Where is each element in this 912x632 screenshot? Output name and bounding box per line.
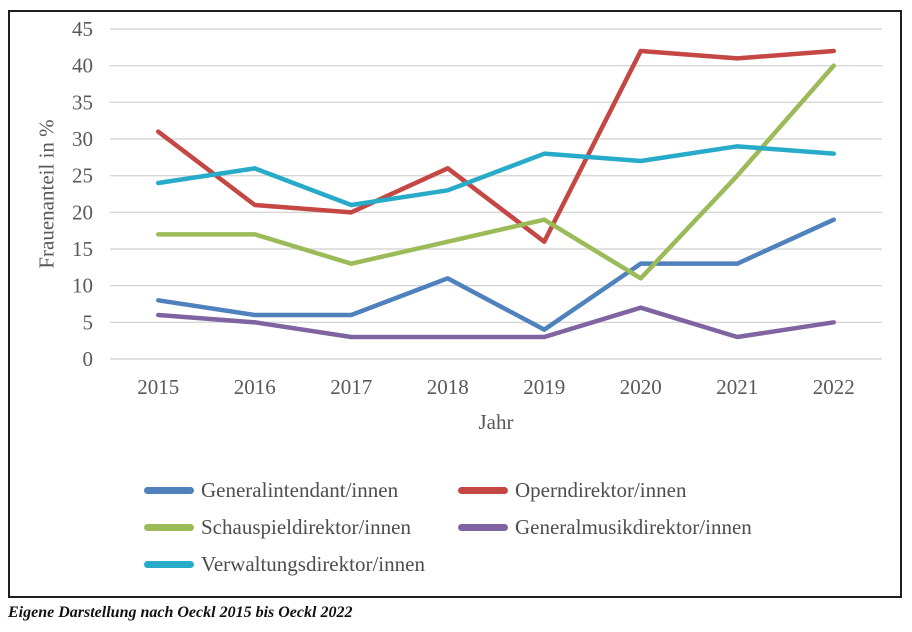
legend-item: Operndirektor/innen [458,477,686,503]
y-tick-label: 10 [72,274,93,298]
legend-swatch [458,486,508,494]
chart-frame [8,10,902,598]
x-tick-label: 2022 [813,375,855,399]
y-axis-title: Frauenanteil in % [34,119,58,268]
y-axis-tick-labels: 45 40 35 30 25 20 15 10 5 0 [72,17,93,371]
x-tick-label: 2015 [137,375,179,399]
x-tick-label: 2016 [234,375,276,399]
y-tick-label: 45 [72,17,93,41]
y-tick-label: 25 [72,164,93,188]
x-axis-tick-labels: 2015 2016 2017 2018 2019 2020 2021 2022 [137,375,855,399]
legend-swatch [144,486,194,494]
x-tick-label: 2017 [330,375,372,399]
x-axis-title: Jahr [479,410,514,434]
series-line-3 [156,305,836,340]
legend-item: Schauspieldirektor/innen [144,514,411,540]
series-line-4 [156,144,836,208]
legend-swatch [458,523,508,531]
y-tick-label: 40 [72,54,93,78]
y-tick-label: 30 [72,127,93,151]
series-line-2 [156,63,836,281]
series-lines [156,48,836,340]
legend-label: Generalintendant/innen [201,477,399,502]
y-tick-label: 5 [83,310,94,334]
x-tick-label: 2020 [620,375,662,399]
legend-label: Operndirektor/innen [515,477,687,502]
legend-item: Generalmusikdirektor/innen [458,514,752,540]
series-line-0 [156,217,836,332]
x-tick-label: 2018 [427,375,469,399]
series-line-1 [156,48,836,244]
x-tick-label: 2021 [716,375,758,399]
x-tick-label: 2019 [523,375,565,399]
legend-item: Verwaltungsdirektor/innen [144,551,425,577]
source-caption: Eigene Darstellung nach Oeckl 2015 bis O… [8,604,353,621]
y-tick-label: 15 [72,237,93,261]
legend-label: Generalmusikdirektor/innen [515,514,752,539]
y-tick-label: 0 [83,347,94,371]
legend-swatch [144,523,194,531]
y-tick-label: 20 [72,200,93,224]
y-tick-label: 35 [72,90,93,114]
legend-item: Generalintendant/innen [144,477,398,503]
legend-label: Verwaltungsdirektor/innen [201,551,425,576]
legend-label: Schauspieldirektor/innen [201,514,411,539]
legend-swatch [144,560,194,568]
